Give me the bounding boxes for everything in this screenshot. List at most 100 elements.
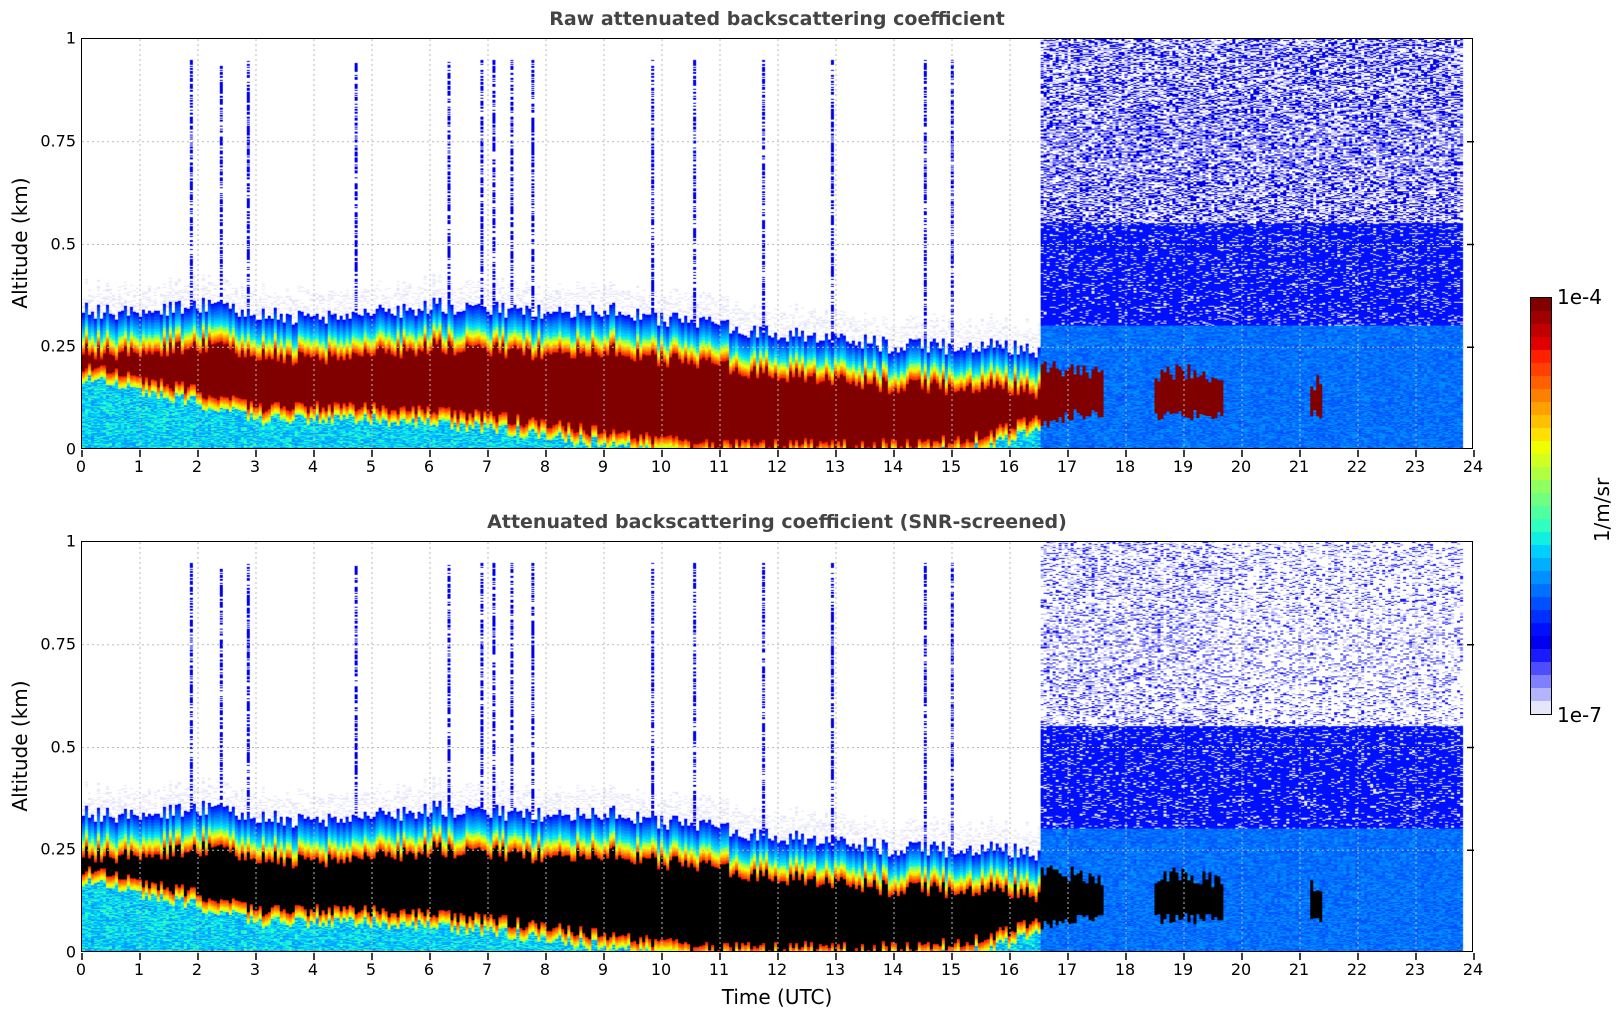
x-tick-label: 7: [481, 457, 493, 476]
x-tick-label: 2: [191, 457, 203, 476]
top-chart-title: Raw attenuated backscattering coefficien…: [549, 8, 1005, 30]
x-tick-label: 1: [133, 960, 145, 979]
x-tick-label: 8: [539, 457, 551, 476]
x-tick-label: 4: [307, 457, 319, 476]
x-tick-label: 13: [824, 960, 846, 979]
x-tick-label: 16: [998, 457, 1020, 476]
x-tick-label: 22: [1346, 960, 1368, 979]
x-tick-label: 12: [766, 457, 788, 476]
x-tick-label: 22: [1346, 457, 1368, 476]
colorbar-swatch: [1531, 532, 1551, 545]
x-axis-label: Time (UTC): [721, 985, 833, 1009]
colorbar-swatch: [1531, 363, 1551, 376]
x-tick-label: 9: [597, 960, 609, 979]
colorbar-swatch: [1531, 298, 1551, 311]
colorbar-swatch: [1531, 415, 1551, 428]
y-tick-label: 0.5: [50, 737, 76, 756]
y-tick-label: 0.75: [40, 634, 76, 654]
bottom-plot-grid: [81, 542, 1475, 960]
x-tick-label: 0: [75, 960, 87, 979]
x-tick-label: 15: [940, 457, 962, 476]
colorbar: [1530, 297, 1552, 715]
colorbar-swatch: [1531, 467, 1551, 480]
x-tick-label: 23: [1404, 457, 1426, 476]
y-tick-label: 1: [65, 531, 76, 551]
x-tick-label: 11: [708, 457, 730, 476]
colorbar-swatch: [1531, 402, 1551, 415]
colorbar-max-label: 1e-4: [1557, 285, 1602, 309]
colorbar-unit-label: 1/m/sr: [1590, 477, 1614, 543]
x-tick-label: 0: [75, 457, 87, 476]
colorbar-swatch: [1531, 545, 1551, 558]
colorbar-swatch: [1531, 701, 1551, 714]
y-tick-label: 0.5: [50, 234, 76, 253]
colorbar-swatch: [1531, 376, 1551, 389]
y-tick-label: 1: [65, 28, 76, 48]
x-tick-label: 6: [423, 960, 435, 979]
x-tick-label: 14: [882, 960, 904, 979]
x-tick-label: 19: [1172, 457, 1194, 476]
colorbar-swatch: [1531, 337, 1551, 350]
colorbar-swatch: [1531, 623, 1551, 636]
colorbar-swatch: [1531, 610, 1551, 623]
x-tick-label: 13: [824, 457, 846, 476]
bottom-y-axis-label: Altitude (km): [8, 680, 32, 812]
x-tick-label: 2: [191, 960, 203, 979]
x-tick-label: 21: [1288, 457, 1310, 476]
x-tick-label: 16: [998, 960, 1020, 979]
colorbar-swatch: [1531, 597, 1551, 610]
colorbar-swatch: [1531, 571, 1551, 584]
colorbar-swatch: [1531, 480, 1551, 493]
x-tick-label: 4: [307, 960, 319, 979]
x-tick-label: 3: [249, 457, 261, 476]
colorbar-swatch: [1531, 649, 1551, 662]
colorbar-swatch: [1531, 688, 1551, 701]
x-tick-label: 9: [597, 457, 609, 476]
colorbar-swatch: [1531, 558, 1551, 571]
top-heatmap-plot: [81, 38, 1475, 457]
x-tick-label: 20: [1230, 960, 1252, 979]
y-tick-label: 0.25: [40, 336, 76, 356]
colorbar-swatch: [1531, 519, 1551, 532]
x-tick-label: 10: [650, 960, 672, 979]
x-tick-label: 7: [481, 960, 493, 979]
colorbar-swatch: [1531, 454, 1551, 467]
x-tick-label: 18: [1114, 960, 1136, 979]
x-tick-label: 15: [940, 960, 962, 979]
colorbar-swatch: [1531, 493, 1551, 506]
x-tick-label: 19: [1172, 960, 1194, 979]
x-tick-label: 20: [1230, 457, 1252, 476]
colorbar-swatch: [1531, 350, 1551, 363]
x-tick-label: 1: [133, 457, 145, 476]
y-tick-label: 0.75: [40, 131, 76, 151]
y-tick-label: 0: [65, 439, 76, 459]
x-tick-label: 5: [365, 960, 377, 979]
x-tick-label: 23: [1404, 960, 1426, 979]
x-tick-label: 21: [1288, 960, 1310, 979]
top-y-axis-label: Altitude (km): [8, 177, 32, 309]
x-tick-label: 11: [708, 960, 730, 979]
colorbar-swatch: [1531, 324, 1551, 337]
x-tick-label: 5: [365, 457, 377, 476]
x-tick-label: 6: [423, 457, 435, 476]
y-tick-label: 0.25: [40, 839, 76, 859]
colorbar-swatch: [1531, 662, 1551, 675]
x-tick-label: 12: [766, 960, 788, 979]
colorbar-swatch: [1531, 636, 1551, 649]
x-tick-label: 14: [882, 457, 904, 476]
bottom-chart-title: Attenuated backscattering coefficient (S…: [487, 511, 1067, 533]
x-tick-label: 17: [1056, 457, 1078, 476]
colorbar-swatch: [1531, 389, 1551, 402]
x-tick-label: 3: [249, 960, 261, 979]
y-tick-label: 0: [65, 942, 76, 962]
colorbar-swatch: [1531, 584, 1551, 597]
colorbar-swatch: [1531, 311, 1551, 324]
top-plot-grid: [81, 39, 1475, 457]
colorbar-min-label: 1e-7: [1557, 703, 1602, 727]
x-tick-label: 17: [1056, 960, 1078, 979]
colorbar-swatch: [1531, 428, 1551, 441]
colorbar-swatch: [1531, 506, 1551, 519]
x-tick-label: 18: [1114, 457, 1136, 476]
x-tick-label: 8: [539, 960, 551, 979]
x-tick-label: 10: [650, 457, 672, 476]
